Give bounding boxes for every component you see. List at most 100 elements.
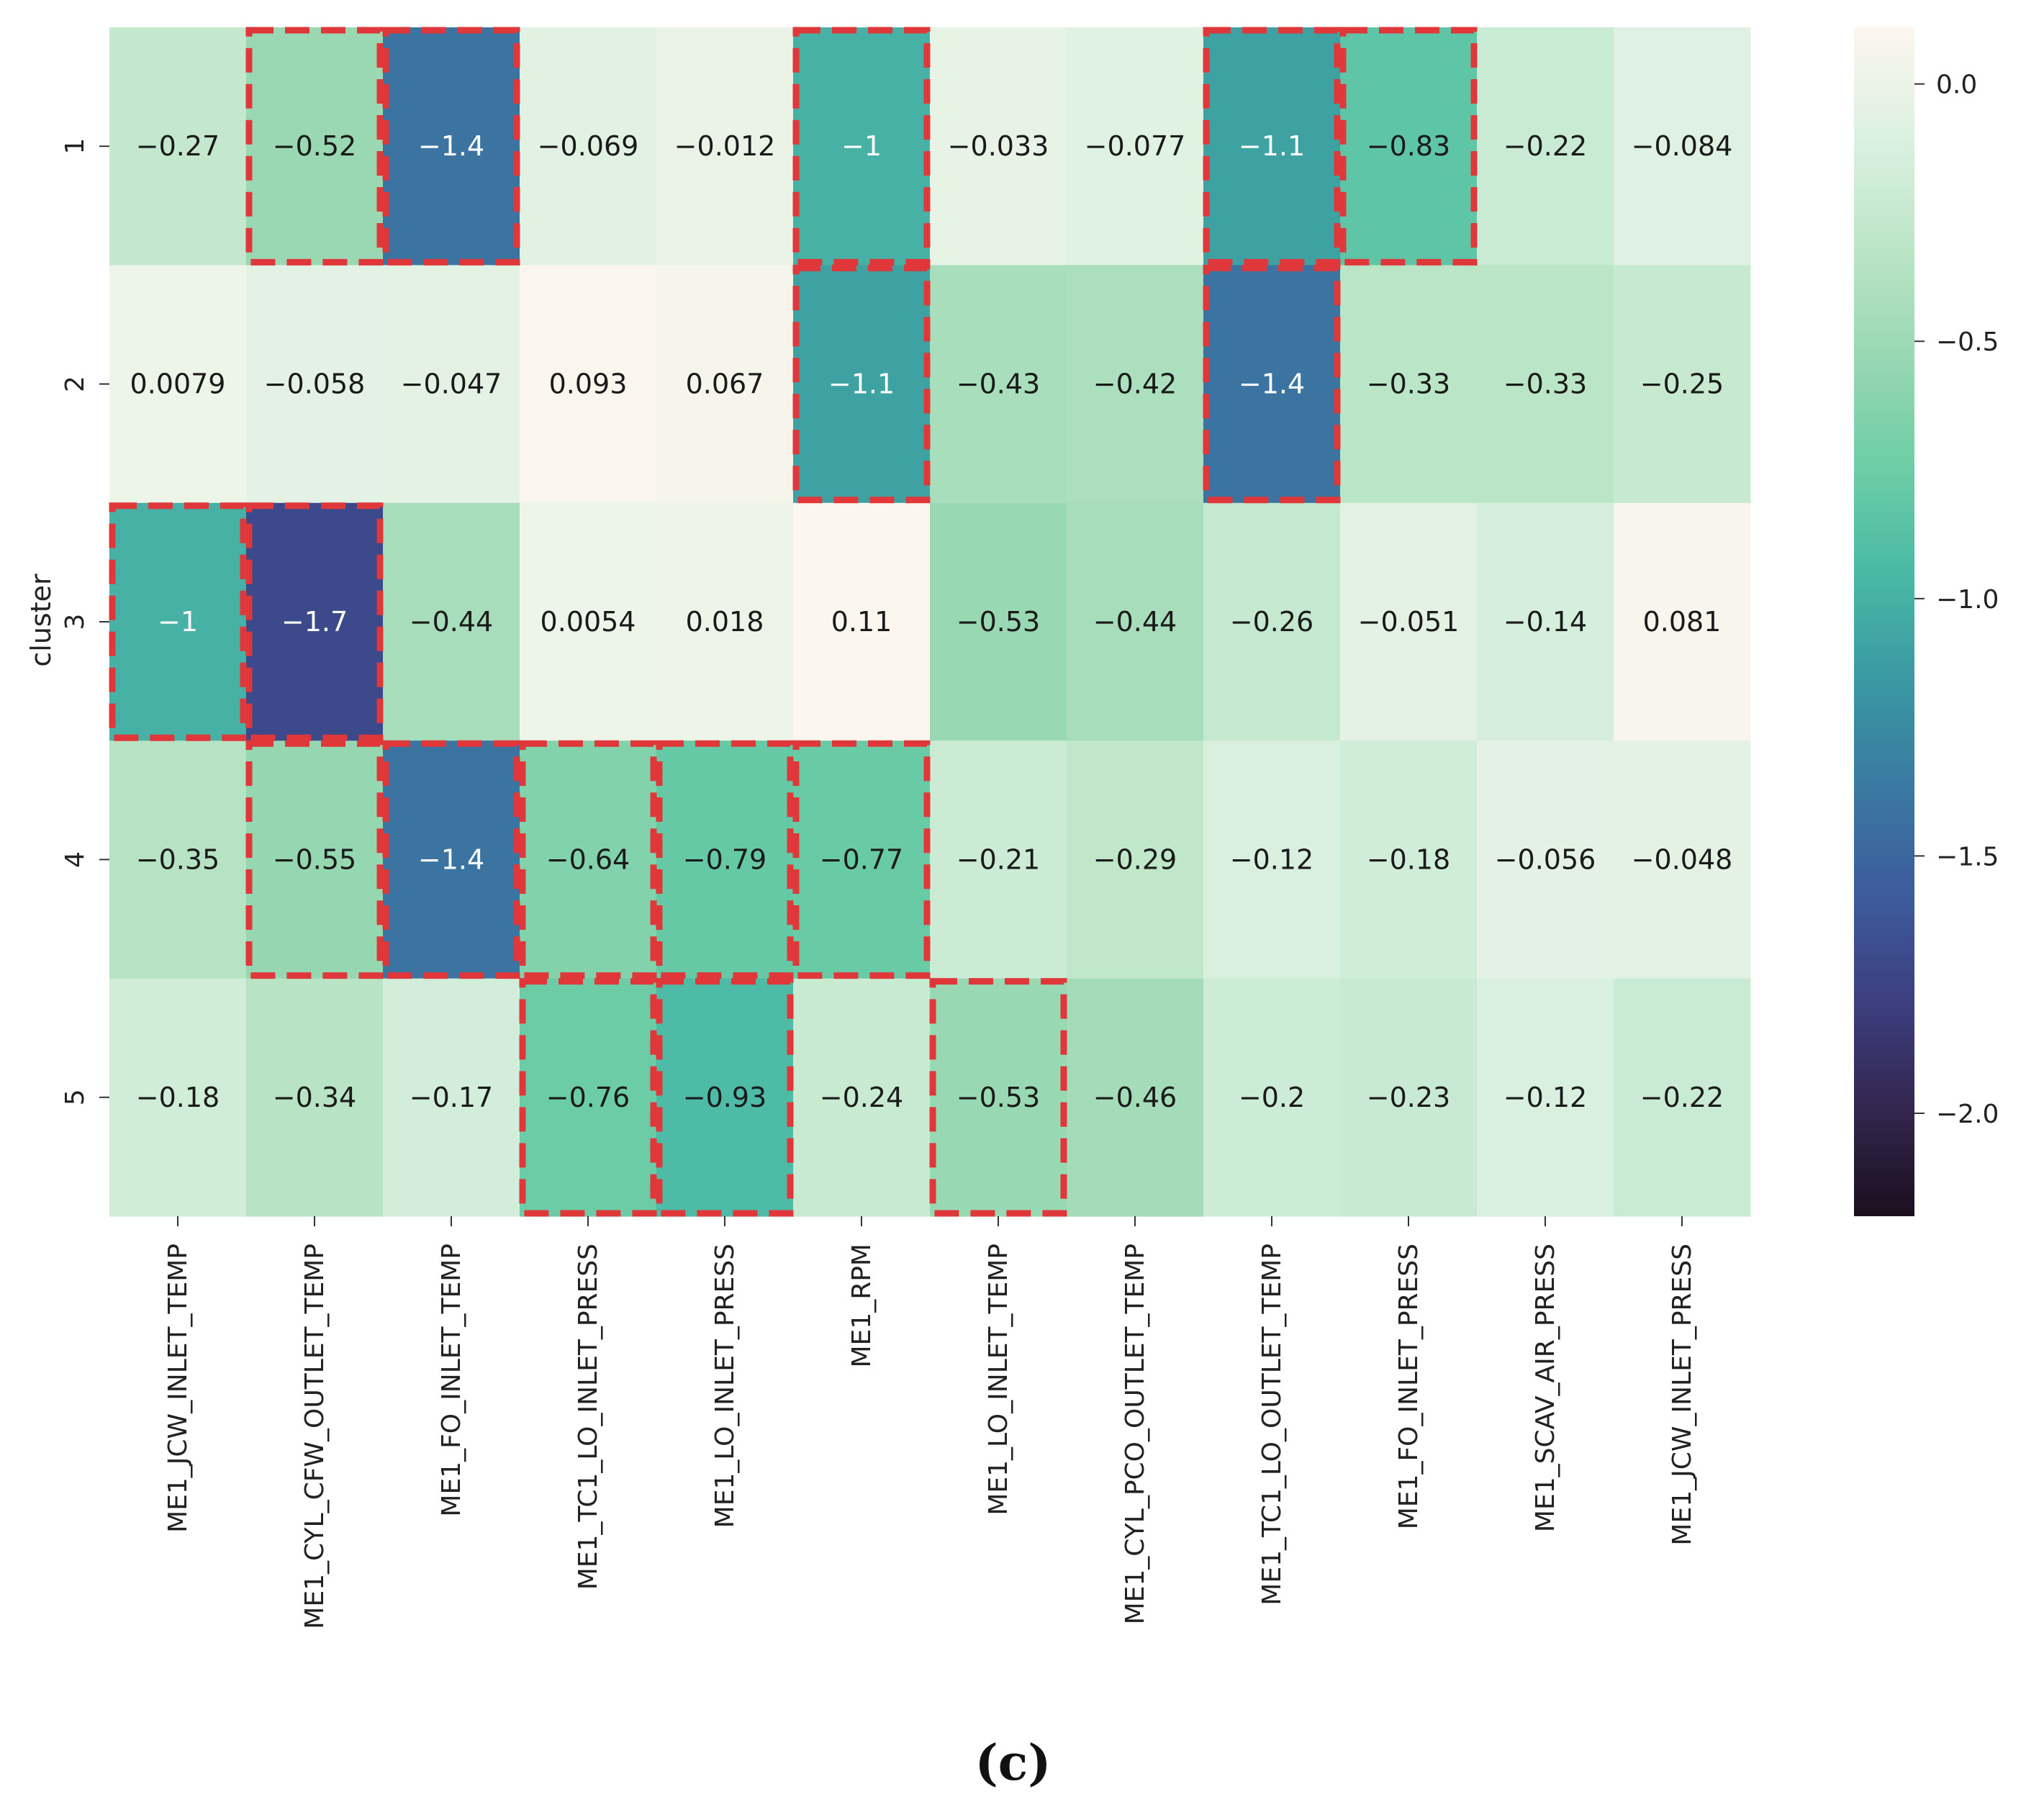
cell-value-label: −0.44 [1093, 606, 1177, 638]
heatmap-cell [1203, 978, 1341, 1217]
cell-value-label: −0.22 [1640, 1082, 1724, 1113]
x-tick-label: ME1_TC1_LO_INLET_PRESS [574, 1244, 603, 1590]
cell-value-label: −0.12 [1230, 843, 1313, 875]
cell-value-label: 0.067 [686, 368, 764, 400]
cell-value-label: −0.25 [1640, 368, 1724, 400]
cell-value-label: −0.64 [546, 843, 630, 875]
x-tick-label: ME1_FO_INLET_PRESS [1394, 1244, 1424, 1529]
colorbar-tick-label: −1.5 [1936, 842, 1999, 871]
cell-value-label: −0.83 [1367, 130, 1450, 162]
cell-value-label: −1.4 [418, 843, 484, 875]
cell-value-label: −0.44 [410, 606, 493, 638]
heatmap-cell [246, 978, 384, 1217]
heatmap-cell [1203, 741, 1341, 979]
cell-value-label: −1.1 [828, 368, 895, 400]
heatmap-cell [1067, 502, 1204, 741]
cell-value-label: −1.4 [1239, 368, 1305, 400]
heatmap-cell [1340, 978, 1478, 1217]
heatmap-cell [520, 978, 657, 1217]
cell-value-label: 0.093 [549, 368, 628, 400]
cell-value-label: −0.26 [1230, 606, 1313, 638]
heatmap-cell [520, 741, 657, 979]
heatmap-cell [1067, 978, 1204, 1217]
y-axis-label: cluster [25, 574, 57, 667]
x-tick-label: ME1_LO_INLET_TEMP [984, 1244, 1013, 1516]
cell-value-label: 0.018 [686, 606, 764, 638]
heatmap-cell [1340, 265, 1478, 504]
heatmap-cell [1340, 741, 1478, 979]
heatmap-cell [383, 502, 520, 741]
x-axis-ticks: ME1_JCW_INLET_TEMP ME1_CYL_CFW_OUTLET_TEM… [163, 1216, 1697, 1629]
heatmap-cell [1614, 741, 1751, 979]
heatmap-cell [793, 502, 931, 741]
heatmap-cell [930, 502, 1067, 741]
cell-value-label: −0.048 [1632, 843, 1733, 875]
heatmap-cell [1203, 27, 1341, 266]
y-tick-label: 1 [60, 138, 90, 155]
heatmap-cell [1477, 27, 1614, 266]
heatmap-cell [109, 502, 247, 741]
x-tick-label: ME1_RPM [847, 1244, 877, 1368]
heatmap-cell [930, 27, 1067, 266]
x-tick-label: ME1_JCW_INLET_TEMP [163, 1244, 193, 1533]
heatmap-cell [1203, 265, 1341, 504]
heatmap-cell [109, 741, 247, 979]
cell-value-label: −0.22 [1503, 130, 1587, 162]
colorbar-tick-label: −0.5 [1936, 327, 1999, 357]
x-tick-label: ME1_LO_INLET_PRESS [710, 1244, 740, 1528]
cell-value-label: −0.047 [401, 368, 502, 400]
colorbar [1854, 27, 1914, 1216]
cell-value-label: −0.033 [948, 130, 1049, 162]
cell-value-label: −1 [841, 130, 882, 162]
cell-value-label: −0.069 [538, 130, 639, 162]
cell-value-label: −0.21 [957, 843, 1040, 875]
x-tick-label: ME1_JCW_INLET_PRESS [1668, 1244, 1697, 1546]
cell-value-label: 0.11 [831, 606, 892, 638]
colorbar-tick-label: −2.0 [1936, 1100, 1999, 1129]
y-axis-ticks: 1 2 3 4 5 [60, 138, 109, 1105]
y-tick-label: 4 [60, 851, 90, 868]
heatmap-cell [383, 741, 520, 979]
cell-value-label: −0.52 [273, 130, 356, 162]
cell-value-label: −0.43 [957, 368, 1040, 400]
cell-value-label: −0.077 [1085, 130, 1186, 162]
colorbar-ticks: 0.0 −0.5 −1.0 −1.5 −2.0 [1914, 71, 1999, 1129]
x-tick-label: ME1_TC1_LO_OUTLET_TEMP [1257, 1244, 1287, 1606]
heatmap-cell [793, 978, 931, 1217]
cell-value-label: 0.081 [1643, 606, 1722, 638]
heatmap-cell [1203, 502, 1341, 741]
cell-value-label: −0.34 [273, 1082, 356, 1113]
cell-value-label: −0.14 [1503, 606, 1587, 638]
cell-value-label: −0.2 [1239, 1082, 1305, 1113]
cell-value-label: −0.53 [957, 606, 1040, 638]
heatmap-cell [1614, 978, 1751, 1217]
heatmap-cell [930, 741, 1067, 979]
heatmap-cell [1477, 265, 1614, 504]
cell-value-label: −0.33 [1503, 368, 1587, 400]
x-tick-label: ME1_SCAV_AIR_PRESS [1531, 1244, 1560, 1532]
heatmap-cell [109, 27, 247, 266]
cell-value-label: −0.46 [1093, 1082, 1177, 1113]
heatmap-cell [246, 265, 384, 504]
heatmap-cell [1067, 741, 1204, 979]
heatmap-cell [1477, 502, 1614, 741]
heatmap-cell [1477, 741, 1614, 979]
heatmap-cell [930, 978, 1067, 1217]
cell-value-label: −0.058 [264, 368, 366, 400]
heatmap-cell [1340, 27, 1478, 266]
cell-value-label: −0.53 [957, 1082, 1040, 1113]
cell-value-label: −0.35 [136, 843, 220, 875]
heatmap-cell [1340, 502, 1478, 741]
cell-value-label: −0.33 [1367, 368, 1450, 400]
heatmap-cell [246, 741, 384, 979]
heatmap-cell [656, 265, 794, 504]
heatmap-cell [1067, 27, 1204, 266]
cell-value-label: −0.12 [1503, 1082, 1587, 1113]
heatmap-cell [1614, 502, 1751, 741]
heatmap-cell [520, 265, 657, 504]
heatmap-cell [1614, 27, 1751, 266]
cell-value-label: −0.23 [1367, 1082, 1450, 1113]
cell-value-label: −0.012 [674, 130, 776, 162]
cell-value-labels: −0.27 −0.52 −1.4 −0.069 −0.012 −1 −0.033 −0.077… [130, 130, 1733, 1113]
cell-value-label: −0.18 [1367, 843, 1450, 875]
